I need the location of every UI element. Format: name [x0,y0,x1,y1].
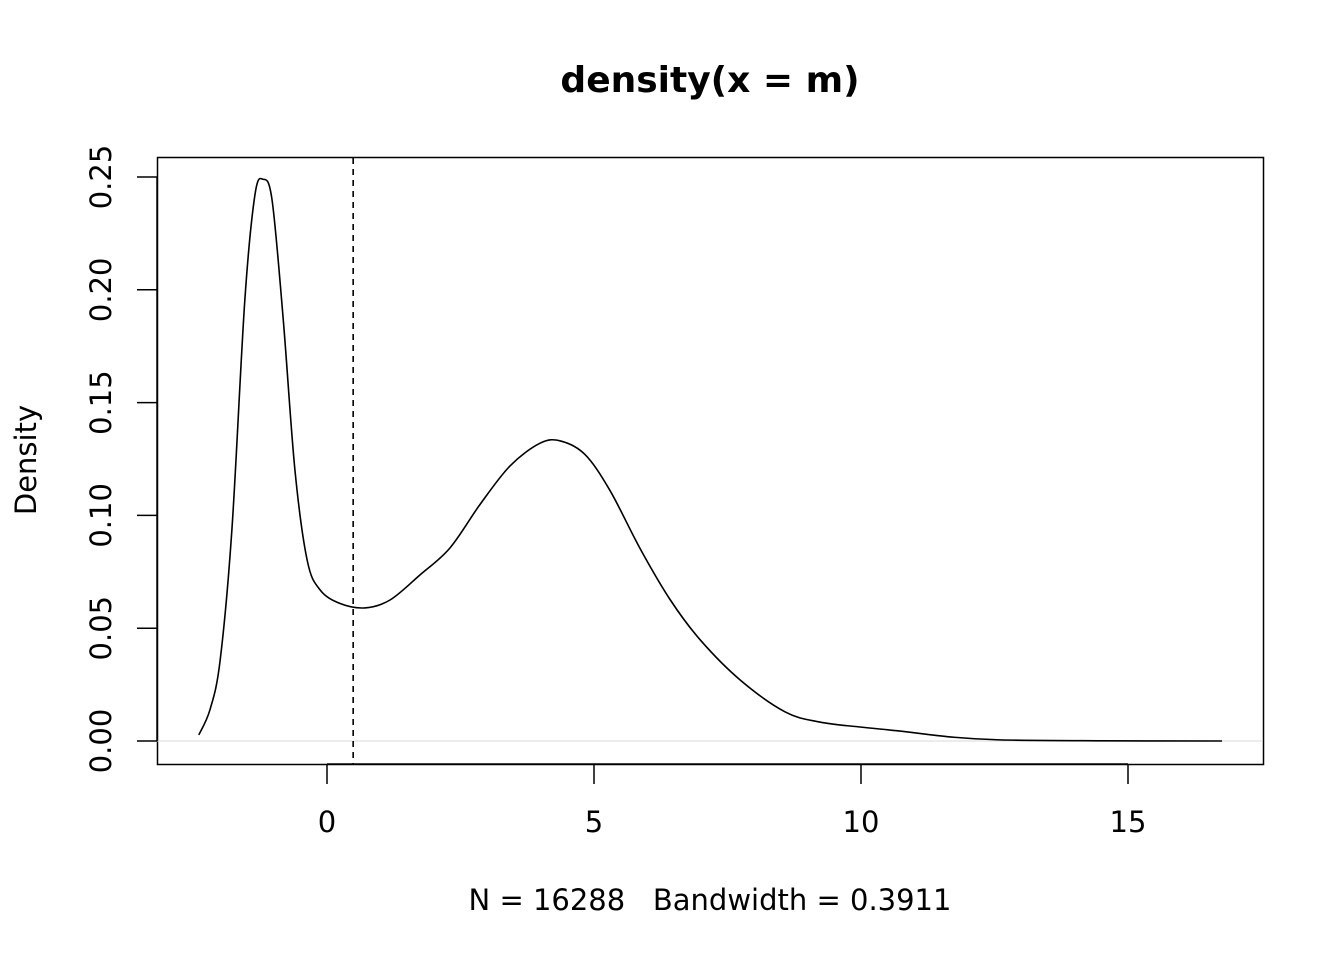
y-tick-label: 0.10 [84,483,118,548]
chart-title: density(x = m) [560,60,859,101]
y-tick-label: 0.00 [84,709,118,774]
x-tick-label: 15 [1110,805,1147,839]
y-tick-label: 0.15 [84,370,118,435]
x-axis: 0 5 10 15 [318,763,1147,839]
density-curve [198,177,1222,742]
y-tick-label: 0.20 [84,258,118,323]
y-axis-label: Density [9,405,43,515]
x-tick-label: 0 [318,805,336,839]
y-axis: 0.00 0.05 0.10 0.15 0.20 0.25 [84,145,158,774]
plot-frame [156,156,1265,766]
x-tick-label: 5 [585,805,603,839]
x-tick-label: 10 [843,805,880,839]
y-tick-label: 0.05 [84,596,118,661]
y-tick-label: 0.25 [84,145,118,210]
x-axis-label: N = 16288 Bandwidth = 0.3911 [469,883,952,917]
